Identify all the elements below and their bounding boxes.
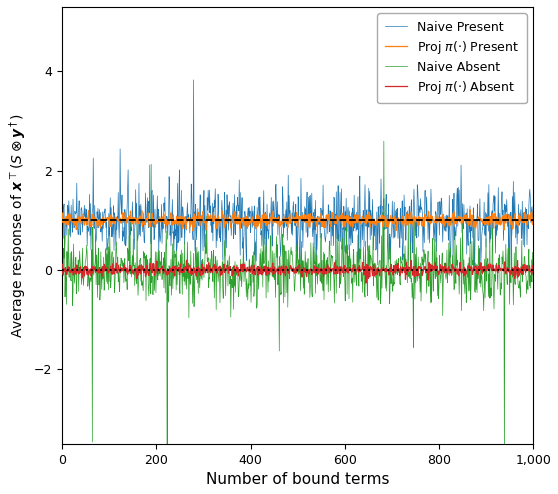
X-axis label: Number of bound terms: Number of bound terms — [206, 472, 389, 487]
Proj $\pi(\cdot)$ Absent — [427, 268, 434, 274]
Naive Present — [530, 203, 536, 209]
Proj $\pi(\cdot)$ Present — [59, 219, 66, 225]
Proj $\pi(\cdot)$ Absent — [363, 280, 369, 286]
Naive Present — [107, 224, 114, 230]
Line: Proj $\pi(\cdot)$ Absent: Proj $\pi(\cdot)$ Absent — [62, 260, 533, 283]
Proj $\pi(\cdot)$ Absent — [183, 257, 190, 263]
Naive Absent — [427, 300, 434, 306]
Naive Absent — [107, 285, 114, 290]
Naive Present — [427, 218, 434, 224]
Proj $\pi(\cdot)$ Absent — [107, 263, 114, 269]
Naive Absent — [267, 234, 273, 240]
Naive Absent — [59, 253, 66, 259]
Proj $\pi(\cdot)$ Absent — [530, 268, 536, 274]
Proj $\pi(\cdot)$ Present — [267, 218, 273, 224]
Naive Present — [190, 77, 197, 83]
Naive Absent — [436, 286, 442, 291]
Line: Proj $\pi(\cdot)$ Present: Proj $\pi(\cdot)$ Present — [62, 210, 533, 231]
Proj $\pi(\cdot)$ Present — [435, 215, 442, 221]
Naive Absent — [250, 249, 257, 255]
Naive Present — [59, 212, 66, 218]
Proj $\pi(\cdot)$ Absent — [59, 261, 66, 267]
Proj $\pi(\cdot)$ Absent — [250, 270, 257, 276]
Proj $\pi(\cdot)$ Present — [530, 209, 536, 215]
Proj $\pi(\cdot)$ Present — [466, 207, 473, 213]
Naive Absent — [381, 138, 387, 144]
Proj $\pi(\cdot)$ Absent — [436, 271, 442, 277]
Naive Absent — [530, 271, 536, 277]
Naive Present — [250, 222, 257, 228]
Proj $\pi(\cdot)$ Present — [383, 217, 389, 223]
Proj $\pi(\cdot)$ Present — [107, 216, 114, 222]
Naive Absent — [383, 288, 390, 294]
Naive Present — [435, 200, 442, 206]
Naive Present — [267, 212, 273, 218]
Proj $\pi(\cdot)$ Absent — [383, 266, 390, 272]
Naive Present — [506, 281, 513, 287]
Naive Present — [383, 191, 389, 197]
Proj $\pi(\cdot)$ Present — [427, 216, 434, 222]
Line: Naive Present: Naive Present — [62, 80, 533, 284]
Legend: Naive Present, Proj $\pi(\cdot)$ Present, Naive Absent, Proj $\pi(\cdot)$ Absent: Naive Present, Proj $\pi(\cdot)$ Present… — [377, 13, 527, 103]
Proj $\pi(\cdot)$ Absent — [267, 265, 273, 271]
Proj $\pi(\cdot)$ Present — [190, 228, 196, 234]
Y-axis label: Average response of $\boldsymbol{x}^\top(S \otimes \boldsymbol{y}^\dagger)$: Average response of $\boldsymbol{x}^\top… — [7, 113, 28, 338]
Line: Naive Absent: Naive Absent — [62, 141, 533, 494]
Proj $\pi(\cdot)$ Present — [250, 220, 257, 226]
